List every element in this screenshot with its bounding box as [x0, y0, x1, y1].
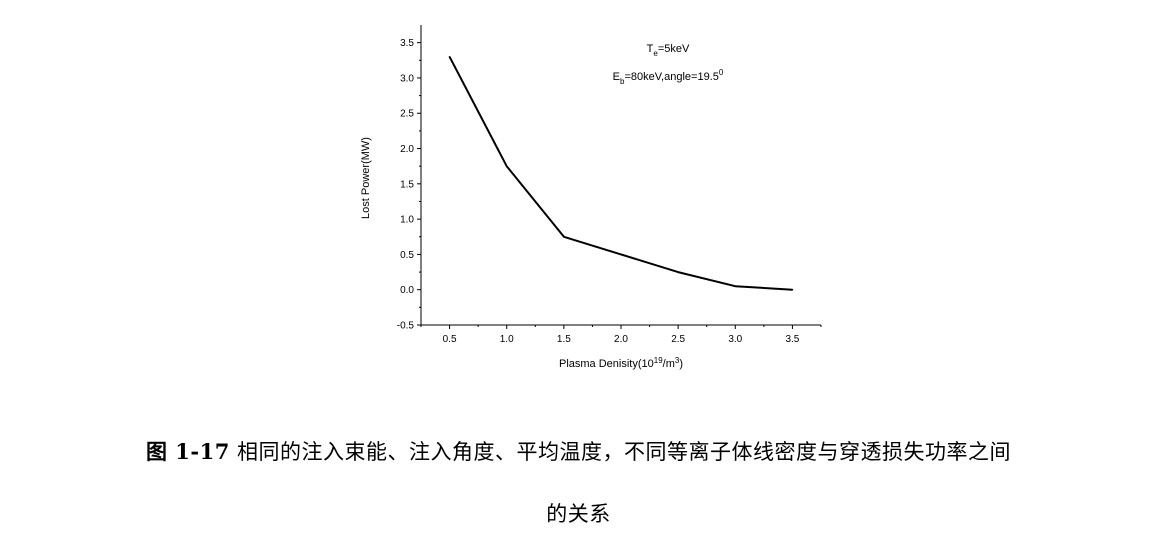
- x-axis-title: Plasma Denisity(1019/m3): [559, 356, 683, 370]
- figure-caption-text-continued: 的关系: [546, 502, 611, 526]
- y-tick-label: 2.0: [400, 144, 414, 155]
- y-tick-label: 1.5: [400, 179, 414, 190]
- y-tick-label: 3.5: [400, 38, 414, 49]
- series-layer: [448, 55, 794, 291]
- figure-caption-text: 相同的注入束能、注入角度、平均温度，不同等离子体线密度与穿透损失功率之间: [237, 440, 1012, 464]
- y-tick-label: 0.0: [400, 285, 414, 296]
- y-tick-label: 3.0: [400, 73, 414, 84]
- x-tick-label: 2.5: [671, 334, 685, 345]
- y-ticks: -0.5 0.0 0.5 1.0 1.5 2.0 2.5 3.0 3.5: [397, 38, 421, 332]
- data-point: [563, 235, 565, 238]
- annotation-te-main: T: [647, 43, 654, 55]
- annotation-eb-sup: 0: [719, 68, 724, 77]
- data-point: [448, 55, 451, 58]
- data-point: [620, 253, 622, 256]
- x-tick-label: 3.5: [785, 334, 799, 345]
- y-tick-label: 2.5: [400, 109, 414, 120]
- x-ticks: 0.5 1.0 1.5 2.0 2.5 3.0 3.5: [420, 325, 822, 345]
- x-axis-title-end: ): [679, 358, 683, 370]
- y-axis-title: Lost Power(MW): [360, 137, 372, 219]
- x-axis-title-main: Plasma Denisity(10: [559, 358, 654, 370]
- x-tick-label: 1.5: [557, 334, 571, 345]
- y-tick-label: 0.5: [400, 250, 414, 261]
- annotation-eb-rest: =80keV,angle=19.5: [624, 71, 718, 83]
- x-axis-title-sup2: 3: [675, 356, 680, 365]
- x-axis-title-sup: 19: [654, 356, 663, 365]
- y-tick-label: -0.5: [397, 321, 415, 332]
- annotation-te: Te=5keV: [647, 43, 690, 58]
- axes: [420, 25, 821, 326]
- line-chart: -0.5 0.0 0.5 1.0 1.5 2.0 2.5 3.0 3.5 0.5 1.0 1.5 2.…: [360, 25, 822, 370]
- y-tick-label: 1.0: [400, 215, 414, 226]
- data-point: [677, 271, 679, 273]
- x-tick-label: 0.5: [443, 334, 457, 345]
- figure-caption-line2: 的关系: [0, 498, 1157, 528]
- annotation-eb-main: E: [613, 71, 620, 83]
- annotation-eb: Eb=80keV,angle=19.50: [613, 68, 724, 86]
- chart-area: -0.5 0.0 0.5 1.0 1.5 2.0 2.5 3.0 3.5 0.5 1.0 1.5 2.…: [360, 25, 822, 370]
- x-axis-title-mid: /m: [663, 358, 675, 370]
- annotation-te-sub: e: [653, 49, 658, 58]
- x-tick-label: 2.0: [614, 334, 628, 345]
- x-tick-label: 3.0: [728, 334, 742, 345]
- x-tick-label: 1.0: [500, 334, 514, 345]
- data-point: [734, 285, 737, 287]
- annotation-te-rest: =5keV: [658, 43, 690, 55]
- data-point: [791, 288, 794, 291]
- figure-caption-label: 图 1-17: [145, 439, 230, 464]
- data-point: [505, 165, 508, 167]
- annotation-eb-sub: b: [620, 77, 625, 86]
- figure-caption-line1: 图 1-17 相同的注入束能、注入角度、平均温度，不同等离子体线密度与穿透损失功…: [0, 436, 1157, 466]
